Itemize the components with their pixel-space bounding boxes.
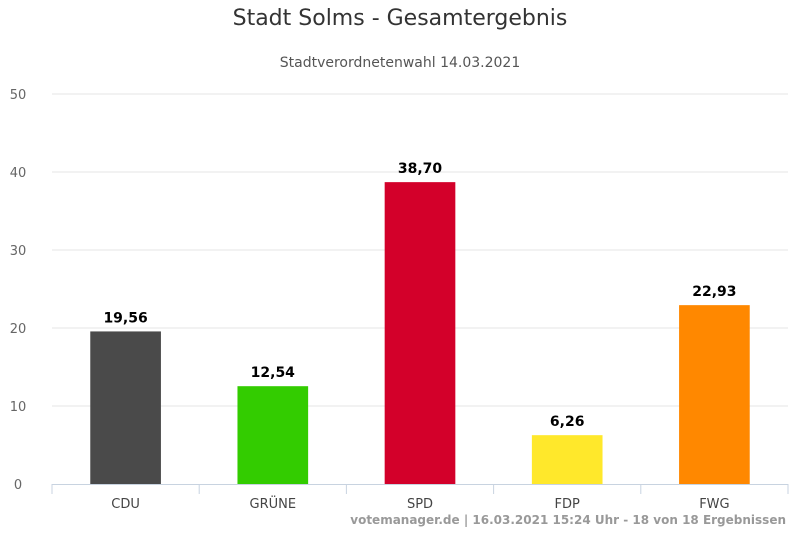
chart-subtitle: Stadtverordnetenwahl 14.03.2021 [279,55,521,71]
bar-fdp [531,435,603,484]
y-tick-label: 20 [10,322,27,337]
x-axis: CDU GRÜNE SPD FDP FWG [51,484,789,512]
data-label: 19,56 [103,310,147,326]
y-tick-label: 0 [14,478,22,493]
x-tick-label: GRÜNE [250,495,297,512]
y-tick-label: 30 [10,244,27,259]
bars [90,182,750,484]
data-label: 38,70 [398,161,443,177]
data-labels: 19,56 12,54 38,70 6,26 22,93 [103,161,736,430]
x-tick-label: FWG [699,497,729,512]
y-axis: 0 10 20 30 40 50 [10,88,27,493]
bar-fwg [679,305,750,484]
y-tick-label: 50 [10,88,27,103]
bar-cdu [90,331,161,484]
x-tick-label: FDP [555,497,580,512]
chart-title: Stadt Solms - Gesamtergebnis [232,6,568,31]
data-label: 6,26 [550,414,585,430]
bar-grne [237,386,309,484]
y-tick-label: 10 [10,400,27,415]
x-tick-label: SPD [407,497,433,512]
data-label: 22,93 [692,284,736,300]
x-tick-label: CDU [111,497,140,512]
y-tick-label: 40 [10,166,27,181]
credits-link[interactable]: votemanager.de | 16.03.2021 15:24 Uhr - … [350,513,786,527]
data-label: 12,54 [251,365,296,381]
bar-spd [384,182,456,484]
